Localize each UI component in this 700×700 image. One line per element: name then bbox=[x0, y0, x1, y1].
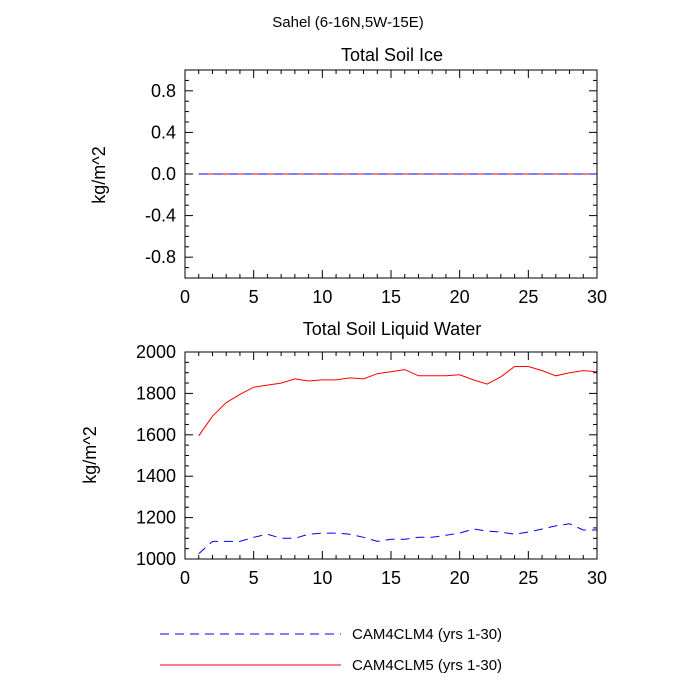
y-tick-label: -0.8 bbox=[145, 247, 176, 267]
tick-labels: 0 5 10 15 20 25 30 1000 1200 1400 1600 1800 2000 bbox=[136, 342, 607, 588]
x-tick-label: 25 bbox=[518, 568, 538, 588]
x-tick-label: 0 bbox=[180, 287, 190, 307]
x-tick-label: 30 bbox=[587, 287, 607, 307]
chart-panel-soil-liquid-water: Total Soil Liquid Water kg/m^2 0 5 10 15 20 2… bbox=[80, 319, 607, 588]
y-tick-label: 0.0 bbox=[151, 164, 176, 184]
x-tick-label: 10 bbox=[312, 568, 332, 588]
y-tick-label: 1000 bbox=[136, 549, 176, 569]
y-tick-label: 1200 bbox=[136, 508, 176, 528]
plot-frame bbox=[184, 351, 598, 560]
y-axis-label: kg/m^2 bbox=[89, 146, 109, 203]
plot-frame bbox=[184, 69, 598, 279]
y-tick-label: 2000 bbox=[136, 342, 176, 362]
y-axis-label: kg/m^2 bbox=[80, 426, 100, 483]
y-tick-label: 0.8 bbox=[151, 81, 176, 101]
figure-title: Sahel (6-16N,5W-15E) bbox=[272, 14, 423, 31]
y-tick-label: 1800 bbox=[136, 383, 176, 403]
legend-entry-clm5: CAM4CLM5 (yrs 1-30) bbox=[160, 657, 502, 674]
x-tick-label: 20 bbox=[450, 568, 470, 588]
series-lines bbox=[198, 366, 598, 555]
x-tick-label: 0 bbox=[180, 568, 190, 588]
y-tick-label: 0.4 bbox=[151, 122, 176, 142]
chart-title: Total Soil Ice bbox=[341, 45, 443, 65]
x-tick-label: 30 bbox=[587, 568, 607, 588]
legend: CAM4CLM4 (yrs 1-30) CAM4CLM5 (yrs 1-30) bbox=[160, 626, 502, 674]
x-tick-label: 10 bbox=[312, 287, 332, 307]
x-tick-label: 5 bbox=[249, 287, 259, 307]
y-tick-label: 1600 bbox=[136, 425, 176, 445]
x-tick-label: 15 bbox=[381, 287, 401, 307]
x-tick-label: 5 bbox=[249, 568, 259, 588]
legend-label: CAM4CLM4 (yrs 1-30) bbox=[352, 626, 502, 643]
y-tick-label: 1400 bbox=[136, 466, 176, 486]
series-line-cam4clm5 bbox=[198, 366, 598, 437]
x-tick-label: 20 bbox=[450, 287, 470, 307]
chart-title: Total Soil Liquid Water bbox=[303, 319, 481, 339]
x-tick-label: 25 bbox=[518, 287, 538, 307]
chart-panel-soil-ice: Total Soil Ice kg/m^2 0 5 10 15 20 25 30 -0.8 -0… bbox=[89, 45, 607, 307]
x-tick-label: 15 bbox=[381, 568, 401, 588]
y-tick-label: -0.4 bbox=[145, 206, 176, 226]
legend-entry-clm4: CAM4CLM4 (yrs 1-30) bbox=[160, 626, 502, 643]
tick-labels: 0 5 10 15 20 25 30 -0.8 -0.4 0.0 0.4 0.8 bbox=[145, 81, 607, 307]
legend-label: CAM4CLM5 (yrs 1-30) bbox=[352, 657, 502, 674]
axis-ticks bbox=[184, 351, 598, 560]
